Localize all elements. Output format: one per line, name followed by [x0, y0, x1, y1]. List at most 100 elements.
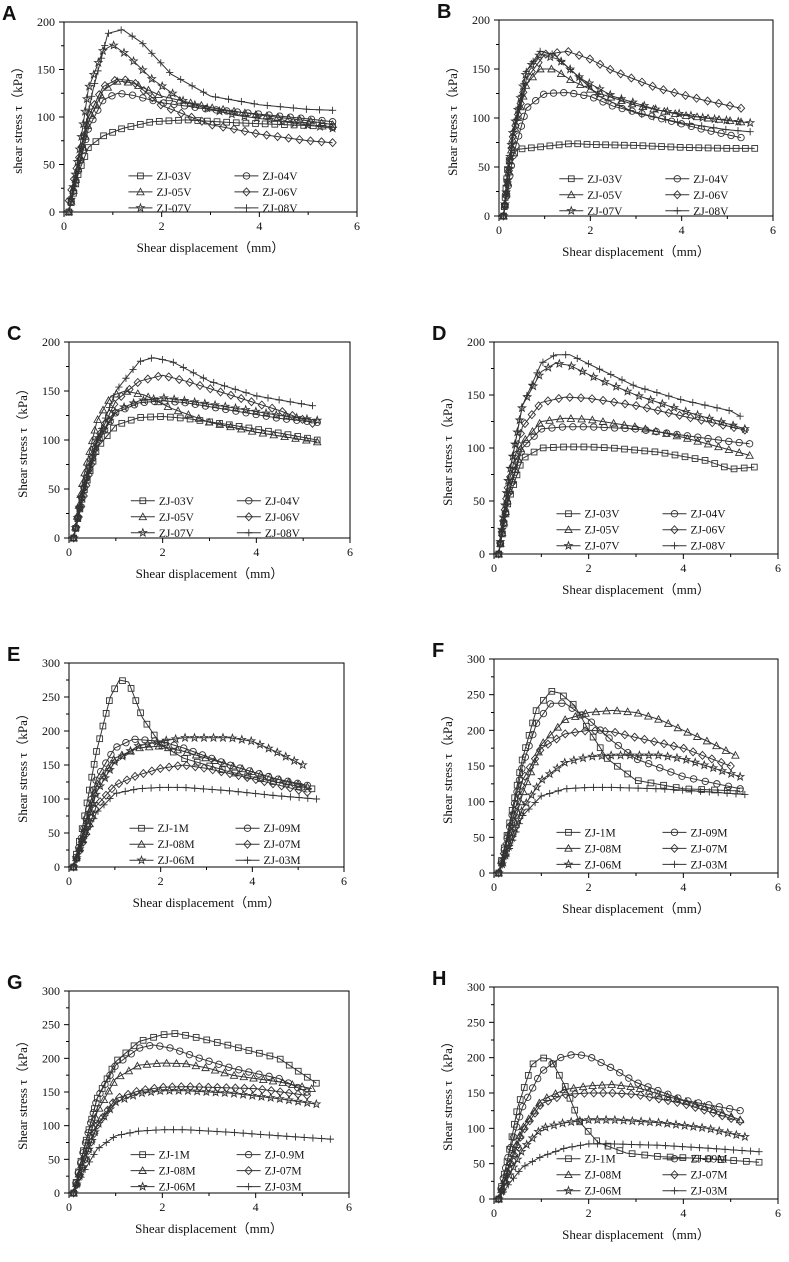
series-point: [712, 741, 721, 750]
series-point: [615, 750, 626, 760]
series-point: [80, 825, 91, 836]
legend-marker: [670, 860, 679, 868]
series-point: [110, 75, 119, 86]
series-point: [525, 731, 533, 739]
x-axis-label: Shear displacement（mm）: [562, 1227, 710, 1242]
series-point: [518, 403, 526, 411]
series-point: [247, 1090, 258, 1100]
series-point: [195, 380, 205, 391]
series-point: [303, 1073, 311, 1081]
series-point: [535, 745, 545, 755]
series-point: [585, 1140, 593, 1148]
series-zj-03m: [495, 783, 749, 877]
series-point: [704, 144, 712, 152]
series-point: [226, 422, 235, 431]
series-point: [543, 739, 553, 749]
legend-label: ZJ-1M: [584, 827, 615, 839]
series-point: [104, 395, 113, 404]
series-point: [72, 523, 80, 531]
series-point: [218, 122, 228, 132]
legend-marker: [565, 829, 572, 836]
series-point: [156, 763, 165, 774]
series-point: [530, 432, 538, 440]
series-point: [294, 1067, 302, 1075]
x-tick-label: 0: [491, 880, 497, 894]
series-point: [286, 793, 294, 801]
series-point: [663, 1096, 673, 1106]
series-point: [217, 786, 225, 794]
series-point: [189, 99, 200, 110]
series-zj-09m: [495, 1051, 744, 1203]
x-tick-label: 4: [679, 223, 685, 237]
series-point: [589, 1088, 598, 1098]
series-point: [627, 73, 636, 83]
series-point: [697, 1122, 708, 1133]
series-point: [691, 455, 699, 462]
series-point: [717, 1156, 725, 1163]
legend: ZJ-1M ZJ-09M ZJ-08M ZJ-07M ZJ-06M ZJ-03M: [556, 827, 728, 871]
series-point: [539, 90, 548, 99]
series-point: [536, 47, 544, 55]
x-tick-label: 2: [586, 561, 592, 575]
series-point: [610, 424, 619, 432]
series-point: [627, 1140, 636, 1149]
series-point: [123, 77, 133, 86]
series-point: [527, 410, 537, 420]
series-point: [109, 128, 116, 136]
series-point: [639, 100, 650, 111]
series-point: [254, 739, 265, 749]
legend-marker: [670, 1170, 679, 1180]
series-point: [602, 1140, 610, 1148]
series-point: [182, 1031, 189, 1039]
series-point: [735, 771, 746, 781]
legend-marker: [670, 542, 679, 550]
series-point: [246, 735, 257, 746]
series-point: [123, 1089, 133, 1100]
series-point: [90, 1150, 98, 1158]
series-point: [148, 93, 157, 103]
series-point: [520, 1124, 529, 1134]
legend-marker: [135, 202, 146, 213]
series-point: [297, 400, 305, 408]
series-point: [612, 706, 622, 715]
legend-label: ZJ-06V: [265, 512, 301, 524]
series-point: [519, 787, 528, 796]
series-point: [565, 140, 572, 148]
legend-label: ZJ-08M: [584, 843, 621, 855]
series-point: [658, 115, 666, 123]
series-point: [197, 116, 207, 126]
series-point: [548, 424, 556, 432]
legend-marker: [673, 175, 681, 183]
series-point: [687, 787, 696, 795]
series-point: [737, 133, 745, 142]
series-point: [535, 418, 545, 427]
series-point: [314, 121, 326, 131]
series-point: [302, 782, 312, 791]
series-point: [560, 715, 570, 723]
series-point: [571, 1106, 579, 1114]
series-point: [118, 47, 130, 58]
series-point: [707, 754, 717, 764]
series-point: [588, 371, 599, 382]
series-line: [498, 1083, 741, 1200]
series-line: [503, 142, 755, 217]
series-point: [139, 1036, 147, 1044]
chart-panel-h: H 0 2 4 6 0 50 100 150 200 250 300 Shear displacemen…: [432, 968, 781, 1242]
series-point: [239, 1129, 247, 1137]
chart-panel-b: B 0 2 4 6 0 50 100 150 200 Shear displacement（mm） S…: [437, 1, 776, 259]
series-point: [517, 91, 525, 99]
series-point: [95, 797, 105, 807]
series-point: [109, 399, 119, 409]
series-point: [570, 89, 578, 98]
series-point: [273, 131, 282, 142]
series-point: [639, 142, 647, 150]
series-point: [507, 819, 516, 830]
series-zj-08v: [70, 354, 317, 542]
series-point: [94, 807, 102, 815]
y-tick-label: 0: [479, 547, 485, 561]
series-point: [574, 50, 584, 60]
series-point: [216, 387, 225, 397]
series-point: [92, 438, 101, 449]
series-point: [570, 711, 580, 720]
series-point: [692, 1154, 699, 1162]
